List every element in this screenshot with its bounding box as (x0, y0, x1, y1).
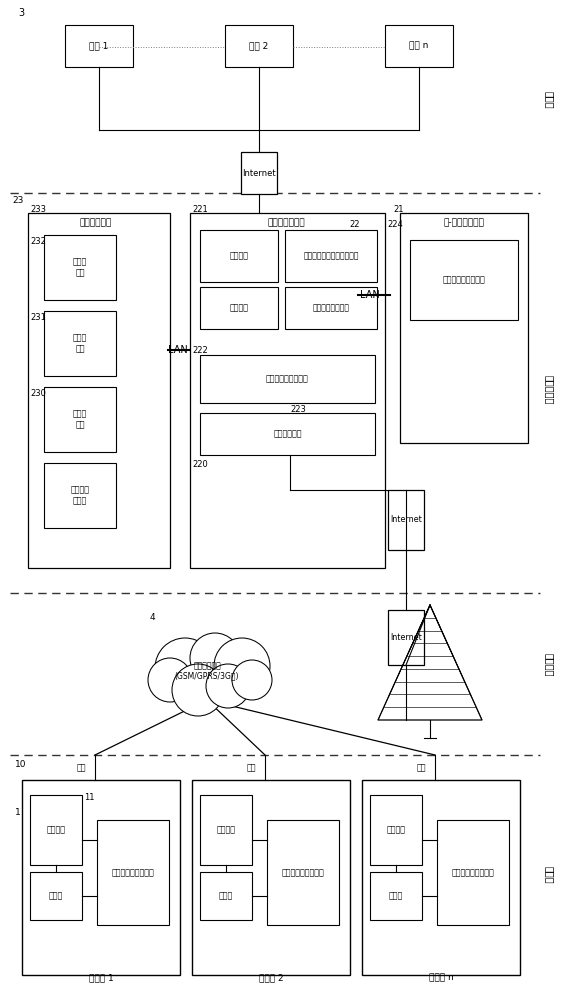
Text: 天线: 天线 (247, 763, 256, 772)
Bar (241, 152, 277, 194)
Bar (267, 820, 339, 925)
Text: 打磨、走行控制主机: 打磨、走行控制主机 (452, 868, 494, 877)
Text: 交换机: 交换机 (49, 892, 63, 900)
Text: 故障诊断: 故障诊断 (230, 304, 248, 312)
Bar (65, 25, 133, 67)
Bar (400, 213, 528, 443)
Text: Internet: Internet (242, 168, 276, 178)
Bar (97, 820, 169, 925)
Text: 222: 222 (192, 346, 208, 355)
Circle shape (232, 660, 272, 700)
Text: 用户 2: 用户 2 (249, 41, 269, 50)
Text: LAN: LAN (360, 290, 380, 300)
Bar (388, 490, 424, 550)
Text: 3: 3 (18, 8, 24, 18)
Text: 与车载装置数据交互: 与车载装置数据交互 (443, 275, 485, 284)
Text: Internet: Internet (390, 516, 422, 524)
Text: 车辆装置状态监测: 车辆装置状态监测 (312, 304, 349, 312)
Text: 数据库服务器: 数据库服务器 (80, 218, 112, 227)
Text: 天线: 天线 (417, 763, 426, 772)
Bar (285, 287, 377, 329)
Text: 10: 10 (15, 760, 27, 769)
Text: 233: 233 (30, 205, 46, 214)
Bar (44, 235, 116, 300)
Bar (437, 820, 509, 925)
Text: 信息查询与统计分析: 信息查询与统计分析 (266, 374, 309, 383)
Text: 221: 221 (192, 205, 208, 214)
Circle shape (172, 664, 224, 716)
Text: 车载装置: 车载装置 (46, 826, 66, 834)
Text: 无线传输网络
(GSM/GPRS/3G等): 无线传输网络 (GSM/GPRS/3G等) (175, 661, 239, 681)
Bar (44, 311, 116, 376)
Bar (200, 413, 375, 455)
Text: 打磨车监测、诊断数据获取: 打磨车监测、诊断数据获取 (303, 251, 359, 260)
Text: 远程用户
信息库: 远程用户 信息库 (70, 486, 90, 505)
Text: 220: 220 (192, 460, 208, 469)
Text: 故障诊断服务器: 故障诊断服务器 (267, 218, 305, 227)
Bar (200, 355, 375, 403)
Text: 客户端: 客户端 (544, 91, 554, 109)
Text: 车辆信
息库: 车辆信 息库 (73, 410, 87, 429)
Circle shape (155, 638, 215, 698)
Text: 打磨、走行控制主机: 打磨、走行控制主机 (112, 868, 154, 877)
Text: 11: 11 (84, 793, 95, 802)
Bar (200, 230, 278, 282)
Text: 历史数
据库: 历史数 据库 (73, 258, 87, 277)
Circle shape (206, 664, 250, 708)
Circle shape (148, 658, 192, 702)
Text: 4: 4 (150, 613, 155, 622)
Text: 230: 230 (30, 389, 46, 398)
Text: 车载装置: 车载装置 (387, 826, 405, 834)
Text: 车-地通信服务器: 车-地通信服务器 (443, 218, 484, 227)
Bar (200, 795, 252, 865)
Bar (385, 25, 453, 67)
Circle shape (190, 633, 240, 683)
Bar (22, 780, 180, 975)
Text: 用户 n: 用户 n (409, 41, 429, 50)
Circle shape (214, 638, 270, 694)
Text: 22: 22 (349, 220, 359, 229)
Text: 用户 1: 用户 1 (90, 41, 109, 50)
Bar (388, 610, 424, 665)
Text: 车载端: 车载端 (544, 866, 554, 884)
Text: 专家诊断: 专家诊断 (230, 251, 248, 260)
Bar (370, 795, 422, 865)
Bar (200, 287, 278, 329)
Bar (192, 780, 350, 975)
Bar (362, 780, 520, 975)
Text: 交换机: 交换机 (389, 892, 403, 900)
Text: 交换机: 交换机 (219, 892, 233, 900)
Text: 车辆信息管理: 车辆信息管理 (273, 430, 302, 438)
Text: 223: 223 (290, 405, 306, 414)
Bar (28, 213, 170, 568)
Text: 21: 21 (393, 205, 404, 214)
Bar (370, 872, 422, 920)
Text: 车载装置: 车载装置 (217, 826, 235, 834)
Text: 打磨、走行控制主机: 打磨、走行控制主机 (282, 868, 324, 877)
Text: LAN: LAN (168, 345, 188, 355)
Text: Internet: Internet (390, 633, 422, 642)
Text: 231: 231 (30, 313, 46, 322)
Bar (410, 240, 518, 320)
Text: 23: 23 (12, 196, 23, 205)
Text: 无线传输: 无线传输 (544, 653, 554, 677)
Bar (200, 872, 252, 920)
Text: 诊断专
家库: 诊断专 家库 (73, 334, 87, 353)
Text: 232: 232 (30, 237, 46, 246)
Text: 1: 1 (15, 808, 21, 817)
Bar (190, 213, 385, 568)
Bar (44, 463, 116, 528)
Text: 打磨机 1: 打磨机 1 (88, 974, 113, 982)
Text: 地面服务器: 地面服务器 (544, 375, 554, 405)
Bar (44, 387, 116, 452)
Text: 打磨机 2: 打磨机 2 (259, 974, 284, 982)
Text: 224: 224 (387, 220, 403, 229)
Text: 天线: 天线 (77, 763, 87, 772)
Bar (30, 872, 82, 920)
Bar (285, 230, 377, 282)
Bar (225, 25, 293, 67)
Text: 打磨机 n: 打磨机 n (429, 974, 454, 982)
Bar (30, 795, 82, 865)
